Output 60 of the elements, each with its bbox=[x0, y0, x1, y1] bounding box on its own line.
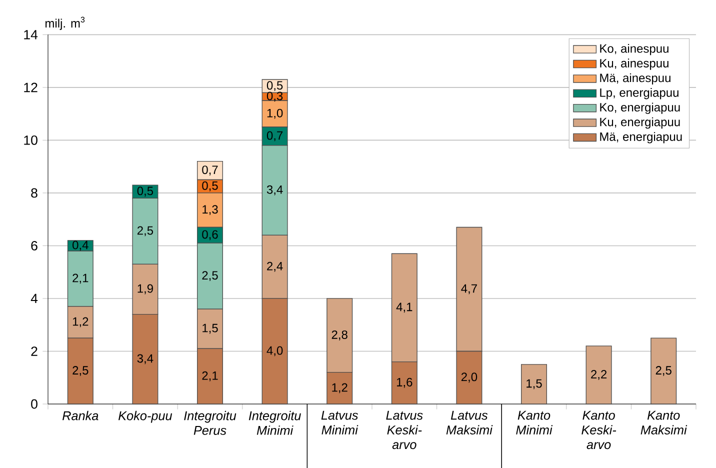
legend-label: Mä, ainespuu bbox=[600, 73, 670, 85]
bar bbox=[650, 338, 677, 404]
data-label: 1,2 bbox=[332, 383, 348, 394]
data-label: 0,5 bbox=[202, 181, 218, 192]
data-label: 2,0 bbox=[461, 372, 478, 383]
data-label: 2,5 bbox=[656, 366, 672, 376]
bar bbox=[586, 346, 612, 404]
legend-label: Ko, ainespuu bbox=[600, 44, 668, 56]
data-label: 2,1 bbox=[202, 371, 218, 382]
y-axis-title: milj. m$^{3}$ bbox=[46, 16, 85, 30]
data-label: 0,3 bbox=[266, 92, 283, 102]
data-label: 2,8 bbox=[332, 330, 348, 340]
legend-label: Mä, energiapuu bbox=[600, 132, 682, 144]
x-tick-label: Ranka bbox=[62, 410, 98, 420]
data-label: 4,7 bbox=[461, 284, 477, 294]
data-label: 0,7 bbox=[266, 131, 283, 142]
data-label: 4,0 bbox=[266, 346, 283, 356]
data-label: 0,6 bbox=[202, 230, 218, 240]
data-label: 4,1 bbox=[396, 302, 412, 313]
x-tick-label: Integroitu Perus bbox=[184, 410, 236, 435]
data-label: 1,5 bbox=[202, 324, 218, 334]
legend-label: Ku, ainespuu bbox=[600, 58, 668, 70]
data-label: 2,5 bbox=[72, 366, 88, 376]
data-label: 0,5 bbox=[137, 186, 154, 197]
x-tick-label: Kanto Minimi bbox=[516, 410, 553, 434]
x-tick-label: Latvus Keski-arvo bbox=[386, 410, 423, 450]
x-tick-label: Kanto Keski-arvo bbox=[582, 410, 616, 450]
y-tick-label: 4 bbox=[30, 294, 38, 304]
data-label: 1,5 bbox=[526, 379, 542, 390]
data-label: 1,9 bbox=[138, 284, 153, 294]
legend-label: Ko, energiapuu bbox=[600, 102, 680, 114]
legend-label: Ku, energiapuu bbox=[600, 117, 680, 129]
data-label: 2,1 bbox=[72, 274, 88, 284]
x-tick-label: Latvus Minimi bbox=[321, 410, 358, 434]
x-tick-label: Kanto Maksimi bbox=[640, 410, 688, 434]
y-tick-label: 0 bbox=[31, 399, 38, 409]
y-tick-label: 10 bbox=[24, 135, 38, 145]
y-tick-label: 12 bbox=[24, 82, 38, 92]
data-label: 3,4 bbox=[266, 185, 283, 196]
data-label: 0,4 bbox=[72, 240, 88, 251]
data-label: 3,4 bbox=[137, 354, 154, 364]
data-label: 1,2 bbox=[72, 317, 88, 328]
bar bbox=[521, 364, 548, 404]
x-tick-label: Latvus Maksimi bbox=[446, 410, 493, 434]
x-tick-label: Integroitu Minimi bbox=[248, 410, 301, 435]
x-tick-label: Koko-puu bbox=[118, 410, 172, 423]
legend-label: Lp, energiapuu bbox=[600, 88, 678, 100]
data-label: 1,6 bbox=[396, 378, 412, 388]
data-label: 0,7 bbox=[202, 166, 218, 176]
data-label: 0,5 bbox=[266, 81, 283, 92]
y-tick-label: 2 bbox=[31, 346, 38, 356]
data-label: 1,3 bbox=[202, 205, 218, 216]
y-tick-label: 14 bbox=[24, 30, 38, 40]
data-label: 2,5 bbox=[137, 226, 154, 236]
data-label: 2,2 bbox=[591, 370, 607, 380]
data-label: 2,4 bbox=[267, 262, 283, 272]
data-label: 2,5 bbox=[202, 271, 218, 281]
y-tick-label: 6 bbox=[31, 240, 38, 250]
data-label: 1,0 bbox=[267, 108, 283, 119]
y-tick-label: 8 bbox=[31, 188, 38, 198]
